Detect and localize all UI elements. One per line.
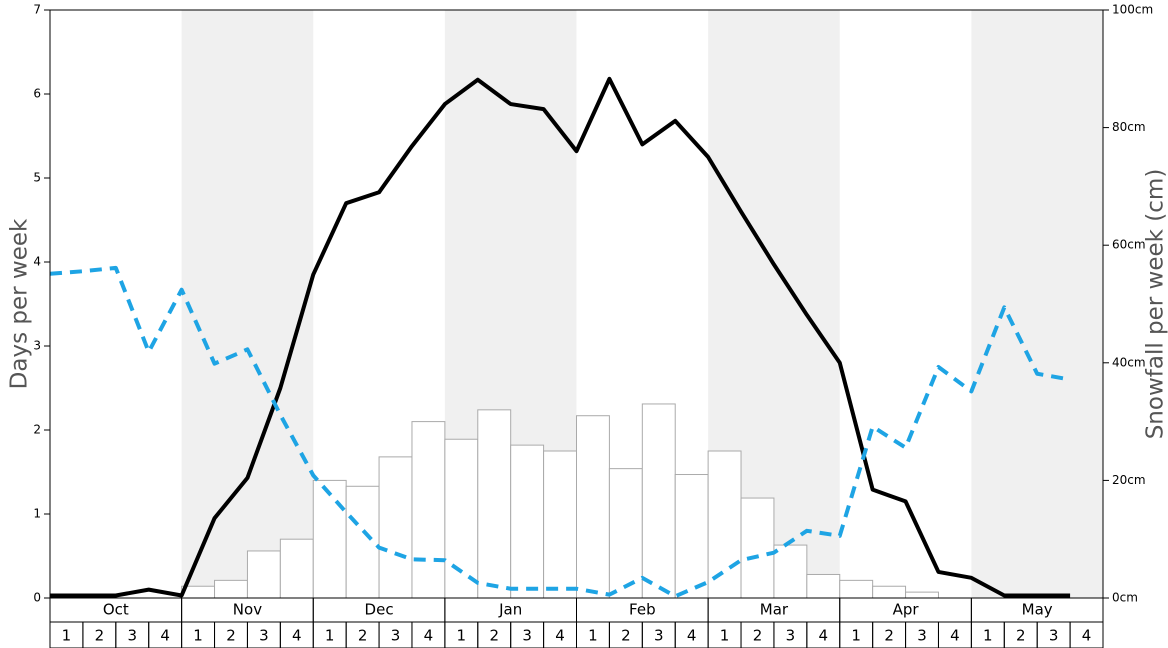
x-tick-label: 4: [1082, 627, 1092, 645]
month-label: May: [1022, 601, 1053, 619]
x-tick-label: 4: [819, 627, 829, 645]
bar: [378, 456, 413, 599]
x-tick-label: 1: [720, 627, 730, 645]
x-tick-label: 3: [654, 627, 664, 645]
bar: [707, 450, 742, 599]
month-label: Jan: [498, 601, 522, 619]
plot-frame: [49, 9, 1104, 599]
y-tick-label: 3: [33, 339, 41, 353]
x-tick-label: 4: [160, 627, 170, 645]
month-band: [971, 10, 1103, 598]
x-tick-label: 2: [621, 627, 631, 645]
bar: [773, 544, 808, 599]
bar: [411, 421, 446, 599]
month-label: Mar: [760, 601, 789, 619]
bar: [806, 573, 841, 599]
bar: [641, 403, 676, 599]
month-label: Apr: [893, 601, 920, 619]
y-tick-label: 6: [33, 87, 41, 101]
x-tick-label: 1: [457, 627, 467, 645]
y-tick-label: 7: [33, 3, 41, 17]
x-tick-label: 1: [325, 627, 335, 645]
x-tick-label: 2: [95, 627, 105, 645]
bar: [345, 485, 380, 599]
line: [49, 265, 1071, 599]
y2-tick-label: 0cm: [1112, 591, 1138, 605]
bar: [214, 579, 248, 599]
x-tick-label: 4: [687, 627, 697, 645]
y-tick-label: 4: [33, 255, 41, 269]
x-tick-label: 4: [555, 627, 565, 645]
bar: [740, 497, 775, 599]
y-tick-label: 0: [33, 591, 41, 605]
bar: [510, 444, 545, 599]
month-label: Feb: [629, 601, 656, 619]
x-tick-label: 3: [127, 627, 137, 645]
x-tick-label: 4: [950, 627, 960, 645]
x-tick-label: 3: [259, 627, 269, 645]
x-tick-label: 2: [489, 627, 499, 645]
y-axis-title: Days per week: [7, 218, 33, 389]
y2-axis-title: Snowfall per week (cm): [1143, 169, 1168, 440]
month-label: Nov: [233, 601, 262, 619]
bar: [543, 450, 577, 599]
x-tick-label: 1: [851, 627, 861, 645]
month-label: Dec: [365, 601, 394, 619]
bar: [246, 550, 281, 599]
x-tick-label: 3: [522, 627, 532, 645]
x-tick-label: 1: [983, 627, 993, 645]
x-tick-label: 3: [1049, 627, 1059, 645]
bar: [839, 579, 874, 599]
bar: [279, 538, 314, 599]
x-tick-label: 1: [62, 627, 72, 645]
bar: [674, 474, 709, 599]
month-band: [181, 10, 314, 598]
x-tick-label: 2: [358, 627, 368, 645]
x-tick-label: 4: [292, 627, 302, 645]
y-tick-label: 1: [33, 507, 41, 521]
x-tick-label: 1: [193, 627, 203, 645]
bar: [444, 438, 479, 599]
y2-tick-label: 20cm: [1112, 473, 1146, 487]
x-tick-label: 2: [753, 627, 763, 645]
line: [50, 76, 1071, 598]
y-tick-label: 2: [33, 423, 41, 437]
y2-tick-label: 80cm: [1112, 120, 1146, 134]
week-cell: [1069, 621, 1104, 648]
x-tick-label: 2: [1016, 627, 1026, 645]
bar: [905, 591, 939, 599]
x-tick-label: 1: [588, 627, 598, 645]
x-tick-label: 3: [391, 627, 401, 645]
x-tick-label: 2: [226, 627, 236, 645]
x-tick-label: 4: [424, 627, 434, 645]
y2-tick-label: 40cm: [1112, 355, 1146, 369]
bar: [872, 585, 907, 599]
y-tick-label: 5: [33, 171, 41, 185]
x-tick-label: 3: [786, 627, 796, 645]
x-tick-label: 2: [884, 627, 894, 645]
bar: [608, 468, 643, 599]
month-label: Oct: [103, 601, 129, 619]
bar: [576, 415, 610, 599]
month-shading: [181, 10, 1103, 598]
y2-tick-label: 100cm: [1112, 3, 1153, 17]
bar: [312, 479, 347, 599]
y2-tick-label: 60cm: [1112, 238, 1146, 252]
bar: [477, 409, 512, 599]
x-tick-label: 3: [917, 627, 927, 645]
